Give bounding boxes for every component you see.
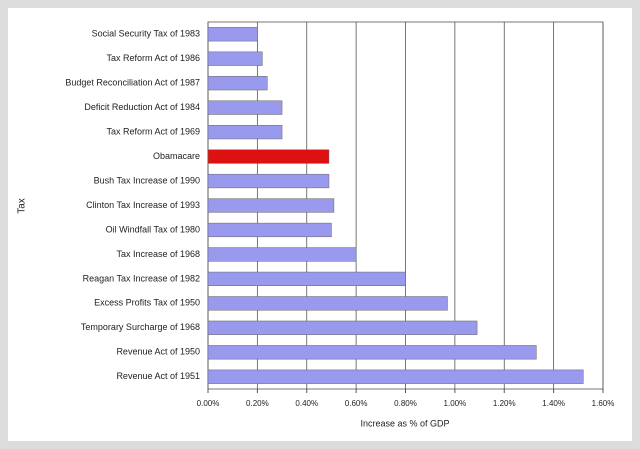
y-tick-label: Temporary Surcharge of 1968 [81,322,200,332]
bar [207,198,335,213]
bar [207,222,332,238]
x-axis-title: Increase as % of GDP [360,418,449,428]
y-tick-label: Budget Reconciliation Act of 1987 [65,78,200,88]
bar [207,320,478,335]
x-tick-label: 1.00% [444,399,467,408]
y-tick-label: Obamacare [153,151,200,161]
bar [207,296,448,311]
x-tick-label: 1.20% [493,399,516,408]
x-tick-label: 0.40% [295,399,318,408]
bar [207,149,330,164]
y-tick-label: Tax Increase of 1968 [116,249,200,259]
y-tick-label: Revenue Act of 1950 [116,347,200,357]
y-tick-label: Bush Tax Increase of 1990 [94,175,200,185]
y-tick-label: Clinton Tax Increase of 1993 [86,200,200,210]
bar [207,247,357,262]
bar [207,124,283,140]
y-tick-label: Excess Profits Tax of 1950 [94,298,200,308]
y-tick-label: Revenue Act of 1951 [116,371,200,381]
bar [207,100,283,115]
y-tick-label: Tax Reform Act of 1986 [106,53,200,63]
bar [207,27,258,42]
y-tick-label: Social Security Tax of 1983 [92,29,200,39]
x-tick-label: 0.80% [394,399,417,408]
x-tick-label: 0.60% [345,399,368,408]
bar [207,271,406,287]
y-tick-label: Oil Windfall Tax of 1980 [106,224,200,234]
bar [207,76,268,91]
y-tick-label: Reagan Tax Increase of 1982 [83,273,200,283]
y-axis-title: Tax [17,198,28,214]
y-tick-label: Tax Reform Act of 1969 [106,126,200,136]
x-tick-label: 0.20% [246,399,269,408]
bar [207,51,263,66]
x-tick-label: 1.60% [592,399,615,408]
x-tick-label: 1.40% [542,399,565,408]
bar [207,345,537,360]
bar [207,173,330,189]
y-tick-label: Deficit Reduction Act of 1984 [84,102,200,112]
bar [207,369,584,384]
x-tick-label: 0.00% [197,399,220,408]
